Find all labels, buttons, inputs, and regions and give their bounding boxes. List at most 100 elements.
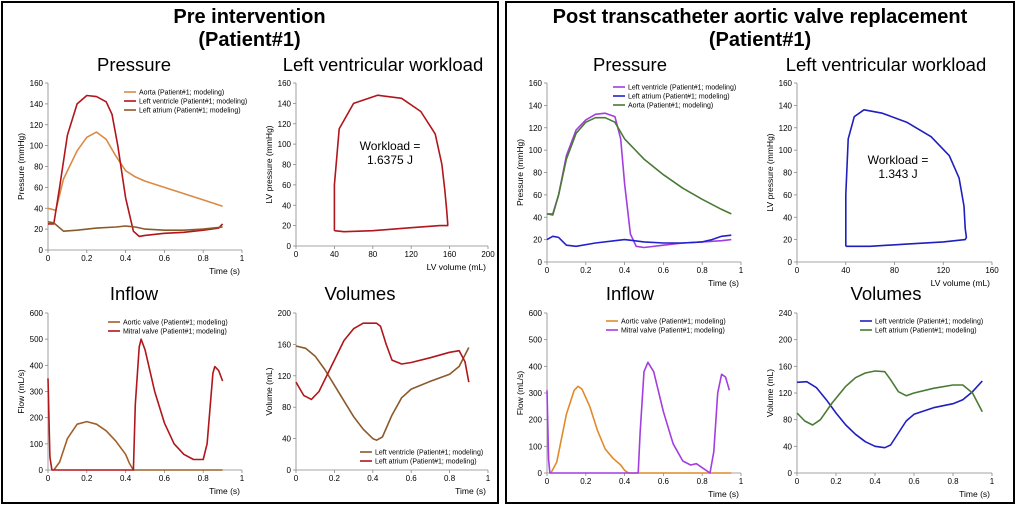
pre-volumes-ytick-label: 0 <box>287 466 292 475</box>
pre-intervention-frame <box>1 1 499 504</box>
pre-workload-ytick-label: 40 <box>282 201 291 210</box>
post-volumes-xtick-label: 0.8 <box>947 477 959 486</box>
post-inflow-xtick-label: 0.4 <box>619 477 631 486</box>
pre-inflow-xtick-label: 1 <box>240 474 245 483</box>
pre-inflow-ytick-label: 400 <box>30 361 44 370</box>
pre-inflow-series-1 <box>53 420 223 471</box>
pre-inflow-legend-label: Aortic valve (Patient#1; modeling) <box>123 320 228 327</box>
post-inflow-xtick-label: 0.2 <box>580 477 592 486</box>
pre-pressure-ytick-label: 20 <box>34 225 43 234</box>
post-volumes-xtick-label: 1 <box>990 477 995 486</box>
post-pressure-ytick-label: 40 <box>533 213 542 222</box>
pre-workload-chart: 0 20 40 60 80 100 120 140 160 0 40 80 120 160 200 LV pr… <box>264 79 495 272</box>
post-inflow-xlabel: Time (s) <box>708 489 739 499</box>
post-workload-xtick-label: 80 <box>890 266 899 275</box>
post-inflow-ytick-label: 600 <box>529 309 543 318</box>
post-volumes-ytick-label: 200 <box>779 336 793 345</box>
pre-workload-ylabel: LV pressure (mmHg) <box>264 125 274 203</box>
pre-inflow-ytick-label: 0 <box>39 466 44 475</box>
pre-pressure-series-1 <box>47 131 223 212</box>
pre-workload-xtick-label: 200 <box>481 250 495 259</box>
post-inflow-ytick-label: 400 <box>529 362 543 371</box>
pre-pressure-legend-label: Aorta (Patient#1; modeling) <box>139 90 224 97</box>
post-pressure-ylabel: Pressure (mmHg) <box>515 139 525 206</box>
pre-pressure-xlabel: Time (s) <box>209 266 240 276</box>
pre-volumes-xtick-label: 0.8 <box>444 474 456 483</box>
pre-inflow-legend-label: Mitral valve (Patient#1; modeling) <box>123 329 227 336</box>
post-inflow-xtick-label: 0.8 <box>697 477 709 486</box>
post-volumes-xtick-label: 0 <box>795 477 800 486</box>
pre-volumes-xtick-label: 0.4 <box>367 474 379 483</box>
post-volumes-series-2 <box>796 370 984 426</box>
post-pressure-legend-label: Left atrium (Patient#1; modeling) <box>628 94 730 101</box>
post-pressure-legend-label: Left ventricle (Patient#1; modeling) <box>628 85 736 92</box>
post-workload-xtick-label: 0 <box>795 266 800 275</box>
pre-pressure-xtick-label: 1 <box>240 254 245 263</box>
post-pressure-ytick-label: 0 <box>538 258 543 267</box>
post-workload-title: Left ventricular workload <box>785 54 987 75</box>
post-pressure-xlabel: Time (s) <box>708 278 739 288</box>
pre-workload-title: Left ventricular workload <box>282 54 484 75</box>
pre-pressure-legend-label: Left atrium (Patient#1; modeling) <box>139 108 241 115</box>
post-heading-line1: Post transcatheter aortic valve replacem… <box>552 6 968 28</box>
pre-pressure-ytick-label: 160 <box>30 79 44 88</box>
post-pressure-series-3 <box>546 116 732 216</box>
pre-heading-line1: Pre intervention <box>173 6 326 28</box>
pre-inflow-xlabel: Time (s) <box>209 486 240 496</box>
post-pressure-series-1 <box>547 112 732 249</box>
pre-inflow-ylabel: Flow (mL/s) <box>16 369 26 414</box>
post-inflow-legend-label: Aortic valve (Patient#1; modeling) <box>621 319 726 326</box>
pre-pressure-ytick-label: 100 <box>30 142 44 151</box>
pre-workload-ytick-label: 80 <box>282 161 291 170</box>
post-volumes-chart: 0 40 80 120 160 200 240 0 0.2 0.4 0.6 0.8 1 Volume (m… <box>765 309 995 499</box>
pre-inflow-ytick-label: 300 <box>30 388 44 397</box>
pre-workload-ytick-label: 120 <box>278 120 292 129</box>
pre-pressure-ytick-label: 120 <box>30 121 44 130</box>
post-volumes-ytick-label: 40 <box>783 442 792 451</box>
post-tavr-heading: Post transcatheter aortic valve replacem… <box>505 6 1015 52</box>
post-workload-ytick-label: 120 <box>779 124 793 133</box>
pre-pressure-ylabel: Pressure (mmHg) <box>16 133 26 200</box>
post-workload-ytick-label: 60 <box>783 191 792 200</box>
pre-workload-annotation: Workload = <box>360 139 421 153</box>
post-pressure-xtick-label: 0.6 <box>658 266 670 275</box>
post-heading-line2: (Patient#1) <box>708 29 812 51</box>
pre-workload-xlabel: LV volume (mL) <box>427 262 487 272</box>
post-workload-xtick-label: 40 <box>841 266 850 275</box>
post-inflow-series-2 <box>546 361 731 474</box>
post-inflow-ytick-label: 500 <box>529 336 543 345</box>
post-tavr-frame <box>505 1 1015 504</box>
post-inflow-ytick-label: 200 <box>529 416 543 425</box>
pre-workload-xtick-label: 0 <box>294 250 299 259</box>
post-inflow-xtick-label: 0.6 <box>658 477 670 486</box>
pre-volumes-ytick-label: 80 <box>282 403 291 412</box>
post-workload-ytick-label: 20 <box>783 236 792 245</box>
pre-pressure-xtick-label: 0.4 <box>120 254 132 263</box>
post-pressure-chart: 0 20 40 60 80 100 120 140 160 0 0.2 0.4 0.6 0.8 1 Press… <box>515 79 744 288</box>
pre-workload-series-1 <box>333 94 449 233</box>
post-workload-annotation: Workload = <box>868 153 929 167</box>
pre-pressure-series-3 <box>47 221 223 232</box>
pre-heading-line2: (Patient#1) <box>198 29 301 51</box>
pre-volumes-ylabel: Volume (mL) <box>264 367 274 415</box>
post-volumes-ytick-label: 240 <box>779 309 793 318</box>
post-inflow-xtick-label: 0 <box>545 477 550 486</box>
post-pressure-ytick-label: 60 <box>533 191 542 200</box>
pre-inflow-ytick-label: 100 <box>30 440 44 449</box>
pre-workload-xtick-label: 120 <box>405 250 419 259</box>
pre-inflow-xtick-label: 0 <box>46 474 51 483</box>
pre-pressure-legend-label: Left ventricle (Patient#1; modeling) <box>139 99 247 106</box>
post-volumes-legend-label: Left ventricle (Patient#1; modeling) <box>875 319 983 326</box>
post-workload-ylabel: LV pressure (mmHg) <box>765 133 775 211</box>
post-workload-ytick-label: 100 <box>779 146 793 155</box>
post-pressure-ytick-label: 80 <box>533 169 542 178</box>
pre-inflow-xtick-label: 0.2 <box>81 474 93 483</box>
pre-workload-ytick-label: 0 <box>287 242 292 251</box>
pre-inflow-ytick-label: 500 <box>30 335 44 344</box>
post-pressure-xtick-label: 0 <box>545 266 550 275</box>
pre-inflow-series-2 <box>47 338 224 471</box>
pre-workload-xtick-label: 40 <box>330 250 339 259</box>
post-pressure-ytick-label: 100 <box>529 146 543 155</box>
pre-volumes-legend-label: Left ventricle (Patient#1; modeling) <box>375 450 483 457</box>
